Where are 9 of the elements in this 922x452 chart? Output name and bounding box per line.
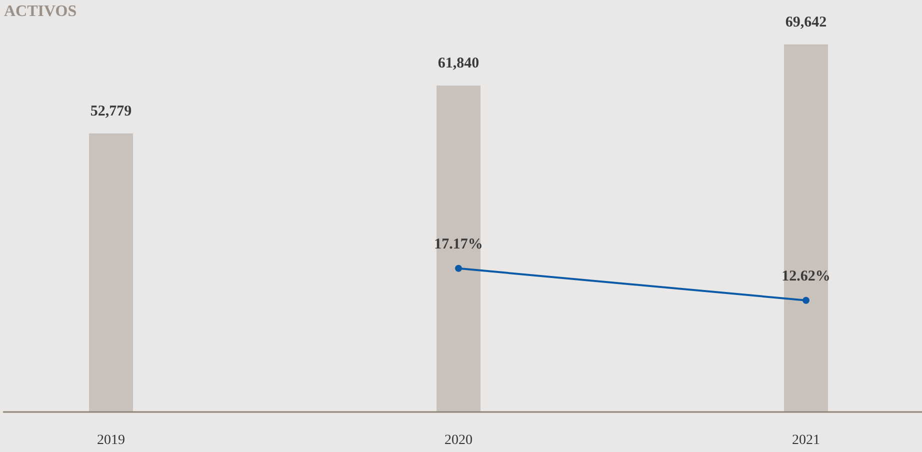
data-label: 12.62% <box>782 268 830 284</box>
x-tick-label: 2020 <box>444 433 472 448</box>
chart-title: ACTIVOS <box>4 3 77 20</box>
data-label: 69,642 <box>785 14 827 30</box>
data-label: 17.17% <box>434 236 483 252</box>
data-label: 52,779 <box>90 103 132 120</box>
x-tick-label: 2021 <box>792 433 820 448</box>
x-tick-label: 2019 <box>97 433 125 448</box>
data-label: 61,840 <box>438 56 480 72</box>
